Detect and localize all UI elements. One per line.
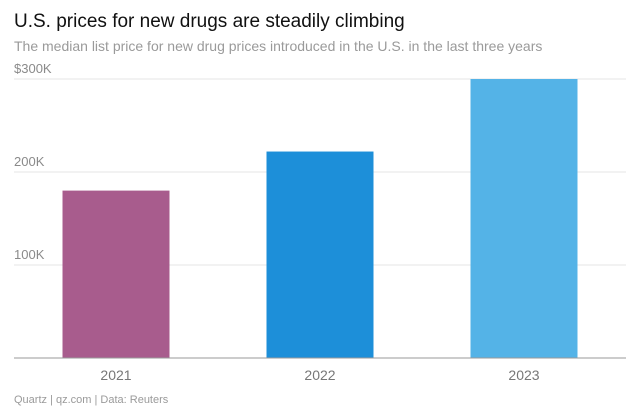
source-credit: Quartz | qz.com | Data: Reuters	[14, 394, 169, 406]
y-tick-label: 100K	[14, 247, 45, 262]
x-tick-label: 2022	[304, 367, 335, 383]
y-tick-label: $300K	[14, 61, 52, 76]
bar-2023	[470, 79, 578, 358]
chart-title: U.S. prices for new drugs are steadily c…	[14, 11, 405, 32]
chart-subtitle: The median list price for new drug price…	[14, 38, 543, 54]
y-tick-label: 200K	[14, 154, 45, 169]
x-tick-label: 2023	[508, 367, 539, 383]
x-tick-label: 2021	[100, 367, 131, 383]
bar-2021	[62, 190, 170, 358]
bar-2022	[266, 151, 374, 358]
